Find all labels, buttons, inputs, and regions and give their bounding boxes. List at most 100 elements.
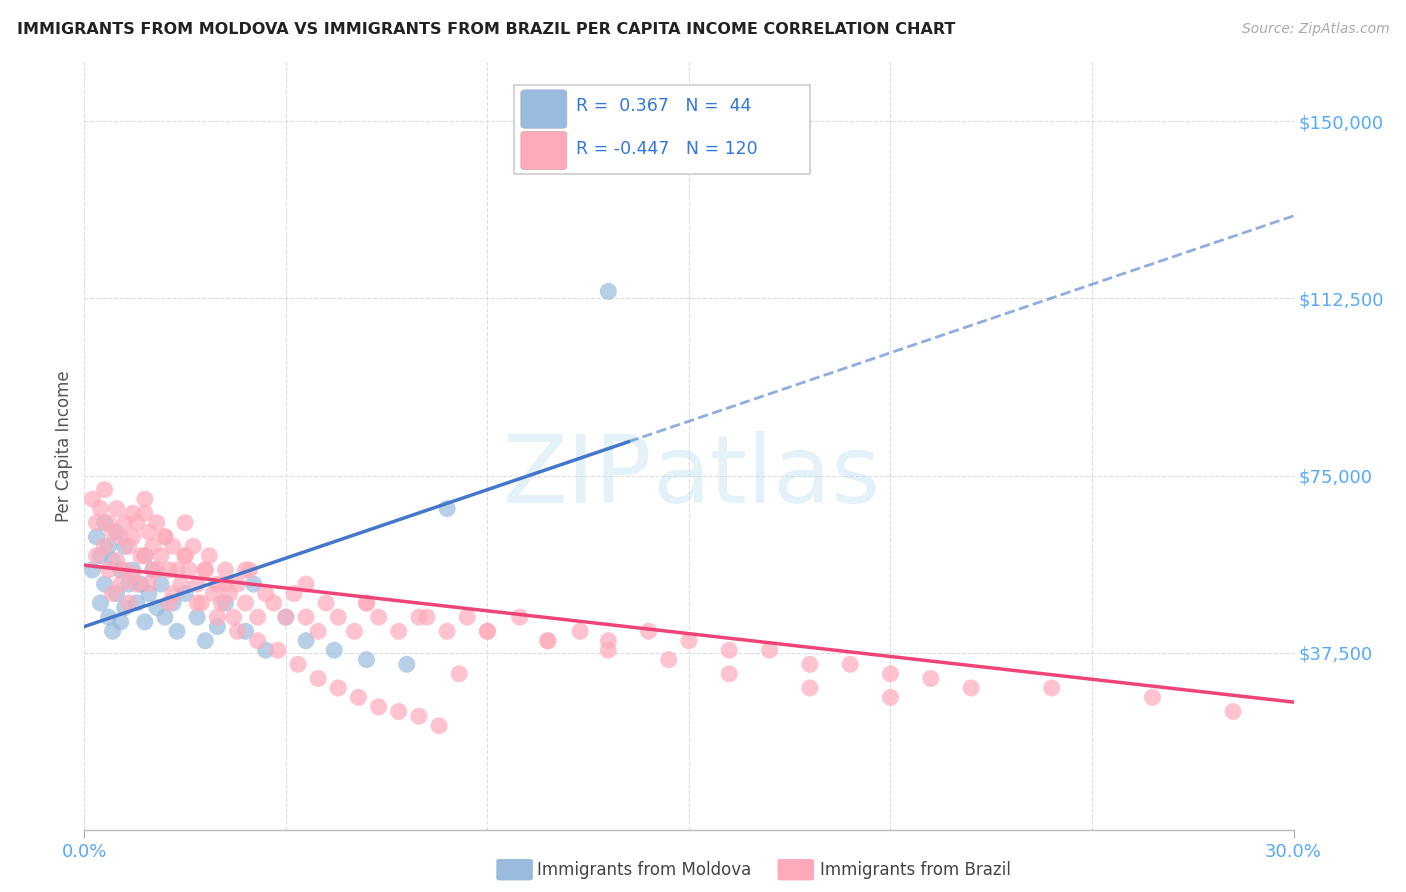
Point: [226, 577, 249, 591]
Point: [267, 643, 290, 657]
Point: [181, 539, 204, 553]
Point: [295, 610, 318, 624]
Point: [146, 563, 169, 577]
Point: [395, 657, 418, 672]
Point: [839, 657, 862, 672]
Text: Immigrants from Moldova: Immigrants from Moldova: [537, 861, 751, 879]
Point: [1142, 690, 1164, 705]
Point: [598, 285, 620, 299]
Point: [101, 624, 124, 639]
Point: [162, 539, 184, 553]
Point: [879, 666, 901, 681]
Point: [718, 666, 741, 681]
Point: [658, 652, 681, 666]
Point: [97, 516, 120, 530]
Point: [97, 539, 120, 553]
Point: [226, 624, 249, 639]
Point: [153, 530, 176, 544]
Point: [146, 600, 169, 615]
Point: [367, 699, 389, 714]
Point: [1222, 705, 1244, 719]
Point: [118, 577, 141, 591]
FancyBboxPatch shape: [520, 131, 567, 169]
Point: [436, 501, 458, 516]
Point: [920, 672, 942, 686]
Point: [274, 610, 297, 624]
Point: [186, 610, 208, 624]
Point: [598, 633, 620, 648]
Point: [153, 530, 176, 544]
Point: [166, 563, 188, 577]
Point: [416, 610, 439, 624]
Point: [295, 577, 318, 591]
Point: [879, 690, 901, 705]
Point: [110, 615, 132, 629]
Point: [218, 586, 240, 600]
Point: [186, 577, 208, 591]
Point: [162, 586, 184, 600]
Point: [174, 549, 197, 563]
Point: [86, 530, 108, 544]
Point: [307, 672, 329, 686]
Point: [129, 549, 152, 563]
Point: [207, 577, 229, 591]
Point: [86, 549, 108, 563]
Point: [367, 610, 389, 624]
Point: [537, 633, 560, 648]
Point: [93, 539, 115, 553]
Point: [408, 610, 430, 624]
Point: [235, 563, 257, 577]
Point: [157, 563, 180, 577]
Point: [134, 506, 156, 520]
Point: [101, 525, 124, 540]
Text: atlas: atlas: [652, 431, 882, 523]
Point: [121, 563, 143, 577]
Point: [121, 506, 143, 520]
Point: [295, 633, 318, 648]
Point: [146, 516, 169, 530]
Point: [449, 666, 471, 681]
Point: [202, 586, 225, 600]
Point: [194, 563, 217, 577]
Point: [235, 596, 257, 610]
Point: [134, 549, 156, 563]
Point: [86, 516, 108, 530]
Point: [637, 624, 659, 639]
Point: [509, 610, 531, 624]
Point: [274, 610, 297, 624]
Point: [799, 657, 821, 672]
Point: [718, 643, 741, 657]
Text: R = -0.447   N = 120: R = -0.447 N = 120: [576, 140, 758, 158]
Point: [174, 549, 197, 563]
Point: [118, 539, 141, 553]
Point: [328, 610, 350, 624]
Point: [105, 586, 128, 600]
Point: [263, 596, 285, 610]
Point: [101, 553, 124, 567]
Point: [427, 719, 450, 733]
FancyBboxPatch shape: [513, 86, 810, 174]
Point: [125, 596, 148, 610]
Point: [162, 596, 184, 610]
Point: [153, 610, 176, 624]
Point: [114, 516, 136, 530]
Point: [1040, 681, 1063, 695]
Point: [569, 624, 592, 639]
Point: [214, 596, 236, 610]
Y-axis label: Per Capita Income: Per Capita Income: [55, 370, 73, 522]
Point: [477, 624, 499, 639]
Point: [105, 501, 128, 516]
Point: [254, 586, 277, 600]
Point: [89, 596, 111, 610]
Point: [222, 610, 245, 624]
Point: [134, 492, 156, 507]
Point: [235, 624, 257, 639]
Point: [114, 600, 136, 615]
Text: Immigrants from Brazil: Immigrants from Brazil: [820, 861, 1011, 879]
Point: [246, 633, 269, 648]
Point: [129, 577, 152, 591]
Text: Source: ZipAtlas.com: Source: ZipAtlas.com: [1241, 22, 1389, 37]
Point: [174, 586, 197, 600]
Point: [207, 619, 229, 633]
Point: [142, 563, 165, 577]
